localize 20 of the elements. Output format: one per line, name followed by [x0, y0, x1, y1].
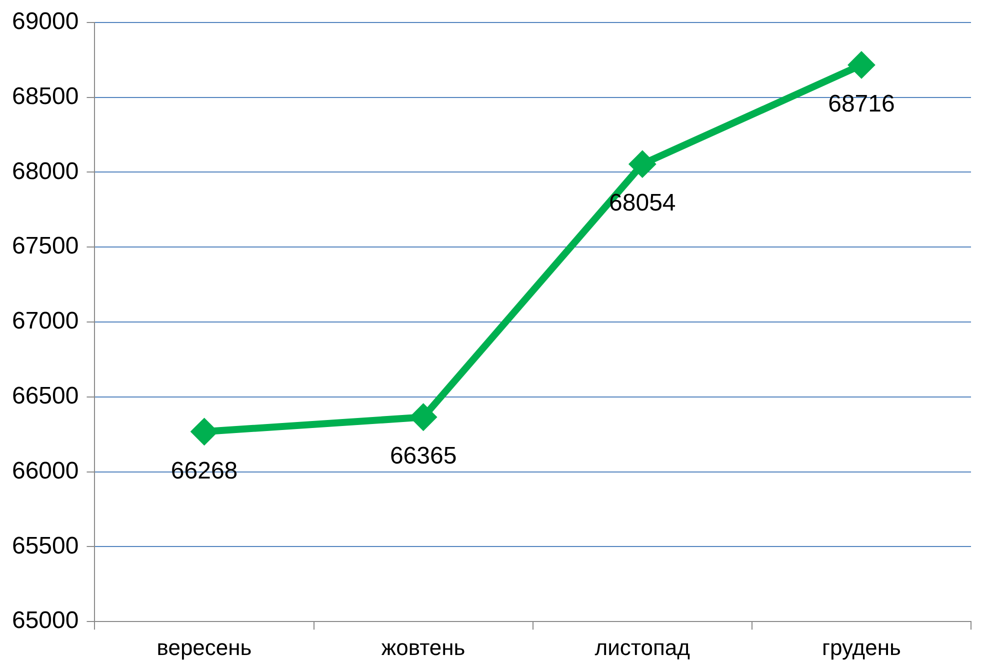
data-label: 68054: [609, 190, 676, 217]
y-tick-label: 65000: [12, 607, 79, 634]
y-tick-label: 68500: [12, 82, 79, 110]
point: [410, 404, 436, 430]
x-tick-label: вересень: [156, 634, 252, 660]
x-tick-label: грудень: [822, 634, 901, 660]
x-tick-label: жовтень: [381, 634, 466, 660]
point: [192, 419, 217, 444]
y-tick-label: 68000: [12, 158, 79, 185]
y-tick-label: 67000: [12, 308, 79, 335]
point: [848, 52, 874, 78]
y-tick-label: 69000: [12, 8, 79, 36]
point: [630, 152, 655, 177]
y-tick-label: 66500: [12, 382, 79, 410]
y-tick-label: 67500: [12, 232, 79, 260]
data-label: 68716: [828, 90, 895, 118]
y-tick-label: 66000: [12, 457, 79, 484]
data-label: 66365: [390, 442, 457, 470]
x-tick-label: листопад: [594, 634, 690, 660]
y-tick-label: 65500: [12, 532, 79, 560]
